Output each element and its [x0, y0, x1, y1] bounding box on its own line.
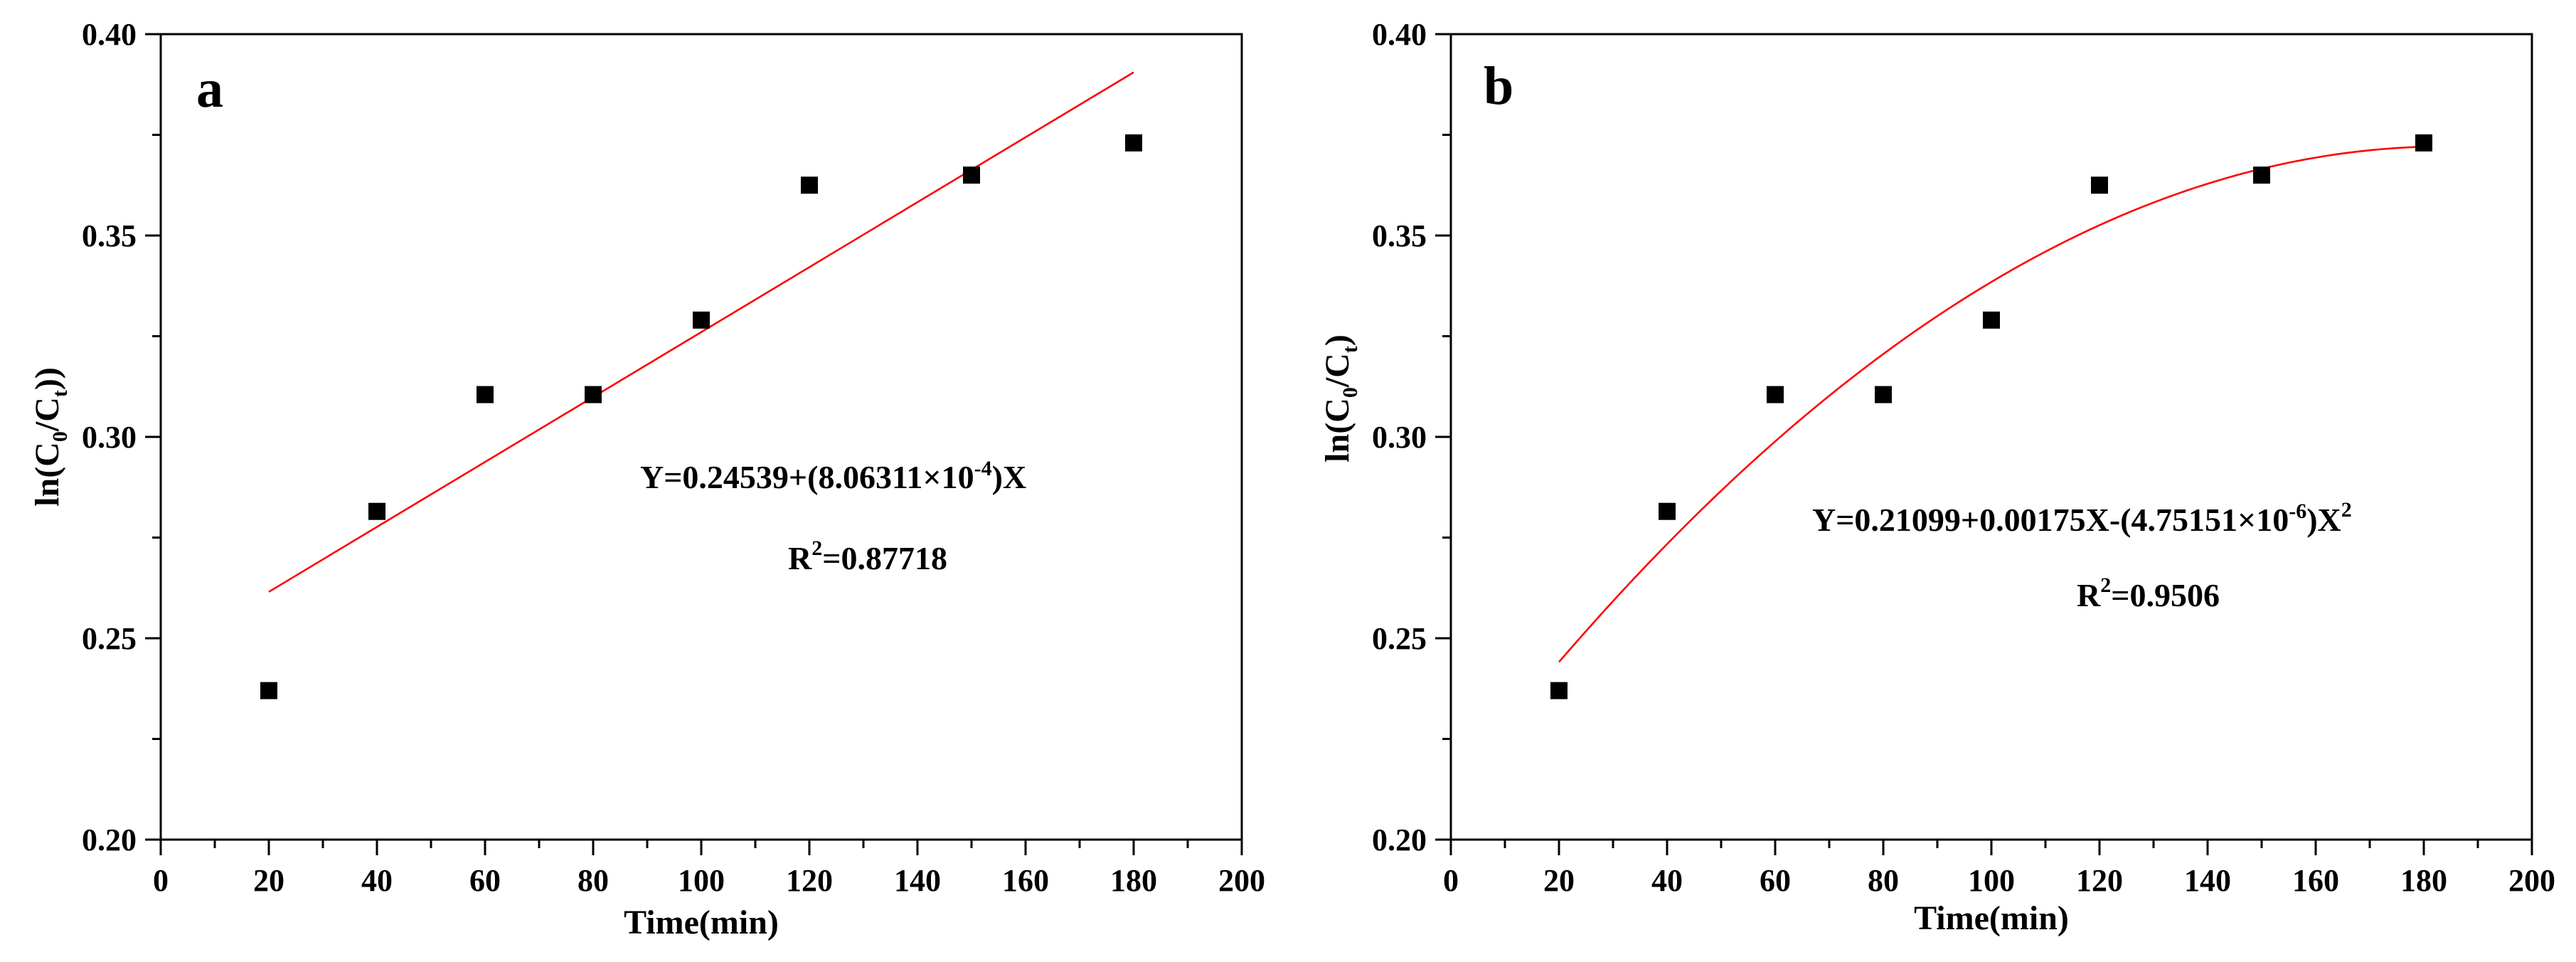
x-tick-label: 200 [2508, 863, 2555, 898]
r-squared: R2=0.9506 [2077, 574, 2220, 613]
data-point [368, 502, 385, 520]
data-point [963, 166, 980, 184]
y-tick-label: 0.30 [1372, 420, 1427, 455]
chart-panel-b: 0 20 40 60 80 100 120 140 160 180 200 0.20 0.25 0.30… [1319, 17, 2555, 937]
y-tick-label: 0.25 [1372, 621, 1427, 656]
x-tick-label: 120 [786, 863, 833, 898]
panel-label: b [1484, 56, 1513, 116]
x-tick-labels: 0 20 40 60 80 100 120 140 160 180 200 [153, 863, 1265, 898]
x-tick-label: 160 [2292, 863, 2339, 898]
x-tick-label: 0 [1443, 863, 1459, 898]
y-tick-label: 0.25 [82, 621, 137, 656]
data-point [1983, 311, 2000, 329]
data-points [1550, 134, 2432, 699]
data-point [2091, 176, 2108, 194]
x-tick-labels: 0 20 40 60 80 100 120 140 160 180 200 [1443, 863, 2555, 898]
x-axis-title: Time(min) [1914, 899, 2069, 937]
panel-label: a [196, 59, 223, 119]
axis-ticks [1435, 33, 2533, 855]
data-point [1659, 502, 1676, 520]
x-tick-label: 0 [153, 863, 169, 898]
y-axis-title: ln(C0/Ct)) [28, 367, 72, 507]
x-tick-label: 40 [361, 863, 393, 898]
axis-ticks [145, 33, 1243, 855]
y-tick-label: 0.40 [1372, 17, 1427, 52]
x-tick-label: 60 [469, 863, 501, 898]
linear-fit-line [268, 71, 1134, 593]
x-tick-label: 80 [1868, 863, 1899, 898]
x-tick-label: 100 [1968, 863, 2015, 898]
plot-frame [159, 33, 1243, 841]
chart-panel-a: 0 20 40 60 80 100 120 140 160 180 200 0.20 0.25 0.30… [28, 17, 1265, 941]
y-tick-label: 0.20 [1372, 823, 1427, 857]
data-point [260, 682, 277, 699]
x-tick-label: 160 [1002, 863, 1049, 898]
x-tick-label: 40 [1651, 863, 1683, 898]
data-point [2415, 134, 2432, 152]
data-point [1767, 386, 1784, 403]
x-tick-label: 60 [1760, 863, 1791, 898]
x-tick-label: 20 [253, 863, 284, 898]
data-point [1125, 134, 1142, 152]
y-tick-label: 0.40 [82, 17, 137, 52]
r-squared: R2=0.87718 [788, 536, 947, 576]
y-tick-label: 0.20 [82, 823, 137, 857]
x-tick-label: 140 [894, 863, 941, 898]
data-point [1550, 682, 1568, 699]
y-tick-labels: 0.20 0.25 0.30 0.35 0.40 [82, 17, 137, 857]
y-tick-label: 0.30 [82, 420, 137, 455]
quadratic-fit-curve [1558, 145, 2425, 663]
x-tick-label: 120 [2076, 863, 2123, 898]
x-tick-label: 140 [2184, 863, 2231, 898]
x-tick-label: 180 [2400, 863, 2447, 898]
x-axis-title: Time(min) [624, 904, 779, 941]
data-points [260, 134, 1142, 699]
x-tick-label: 20 [1543, 863, 1575, 898]
fit-equation: Y=0.24539+(8.06311×10-4)X [640, 457, 1026, 495]
y-axis-title: ln(C0/Ct) [1319, 334, 1362, 462]
plot-frame [1449, 33, 2533, 841]
data-point [2253, 166, 2270, 184]
x-tick-label: 100 [678, 863, 725, 898]
fit-equation: Y=0.21099+0.00175X-(4.75151×10-6)X2 [1812, 498, 2352, 538]
data-point [801, 176, 818, 194]
data-point [477, 386, 494, 403]
x-tick-label: 180 [1110, 863, 1157, 898]
x-tick-label: 80 [578, 863, 609, 898]
data-point [693, 311, 710, 329]
x-tick-label: 200 [1218, 863, 1265, 898]
y-tick-labels: 0.20 0.25 0.30 0.35 0.40 [1372, 17, 1427, 857]
y-tick-label: 0.35 [82, 218, 137, 253]
data-point [585, 386, 602, 403]
y-tick-label: 0.35 [1372, 218, 1427, 253]
data-point [1875, 386, 1892, 403]
